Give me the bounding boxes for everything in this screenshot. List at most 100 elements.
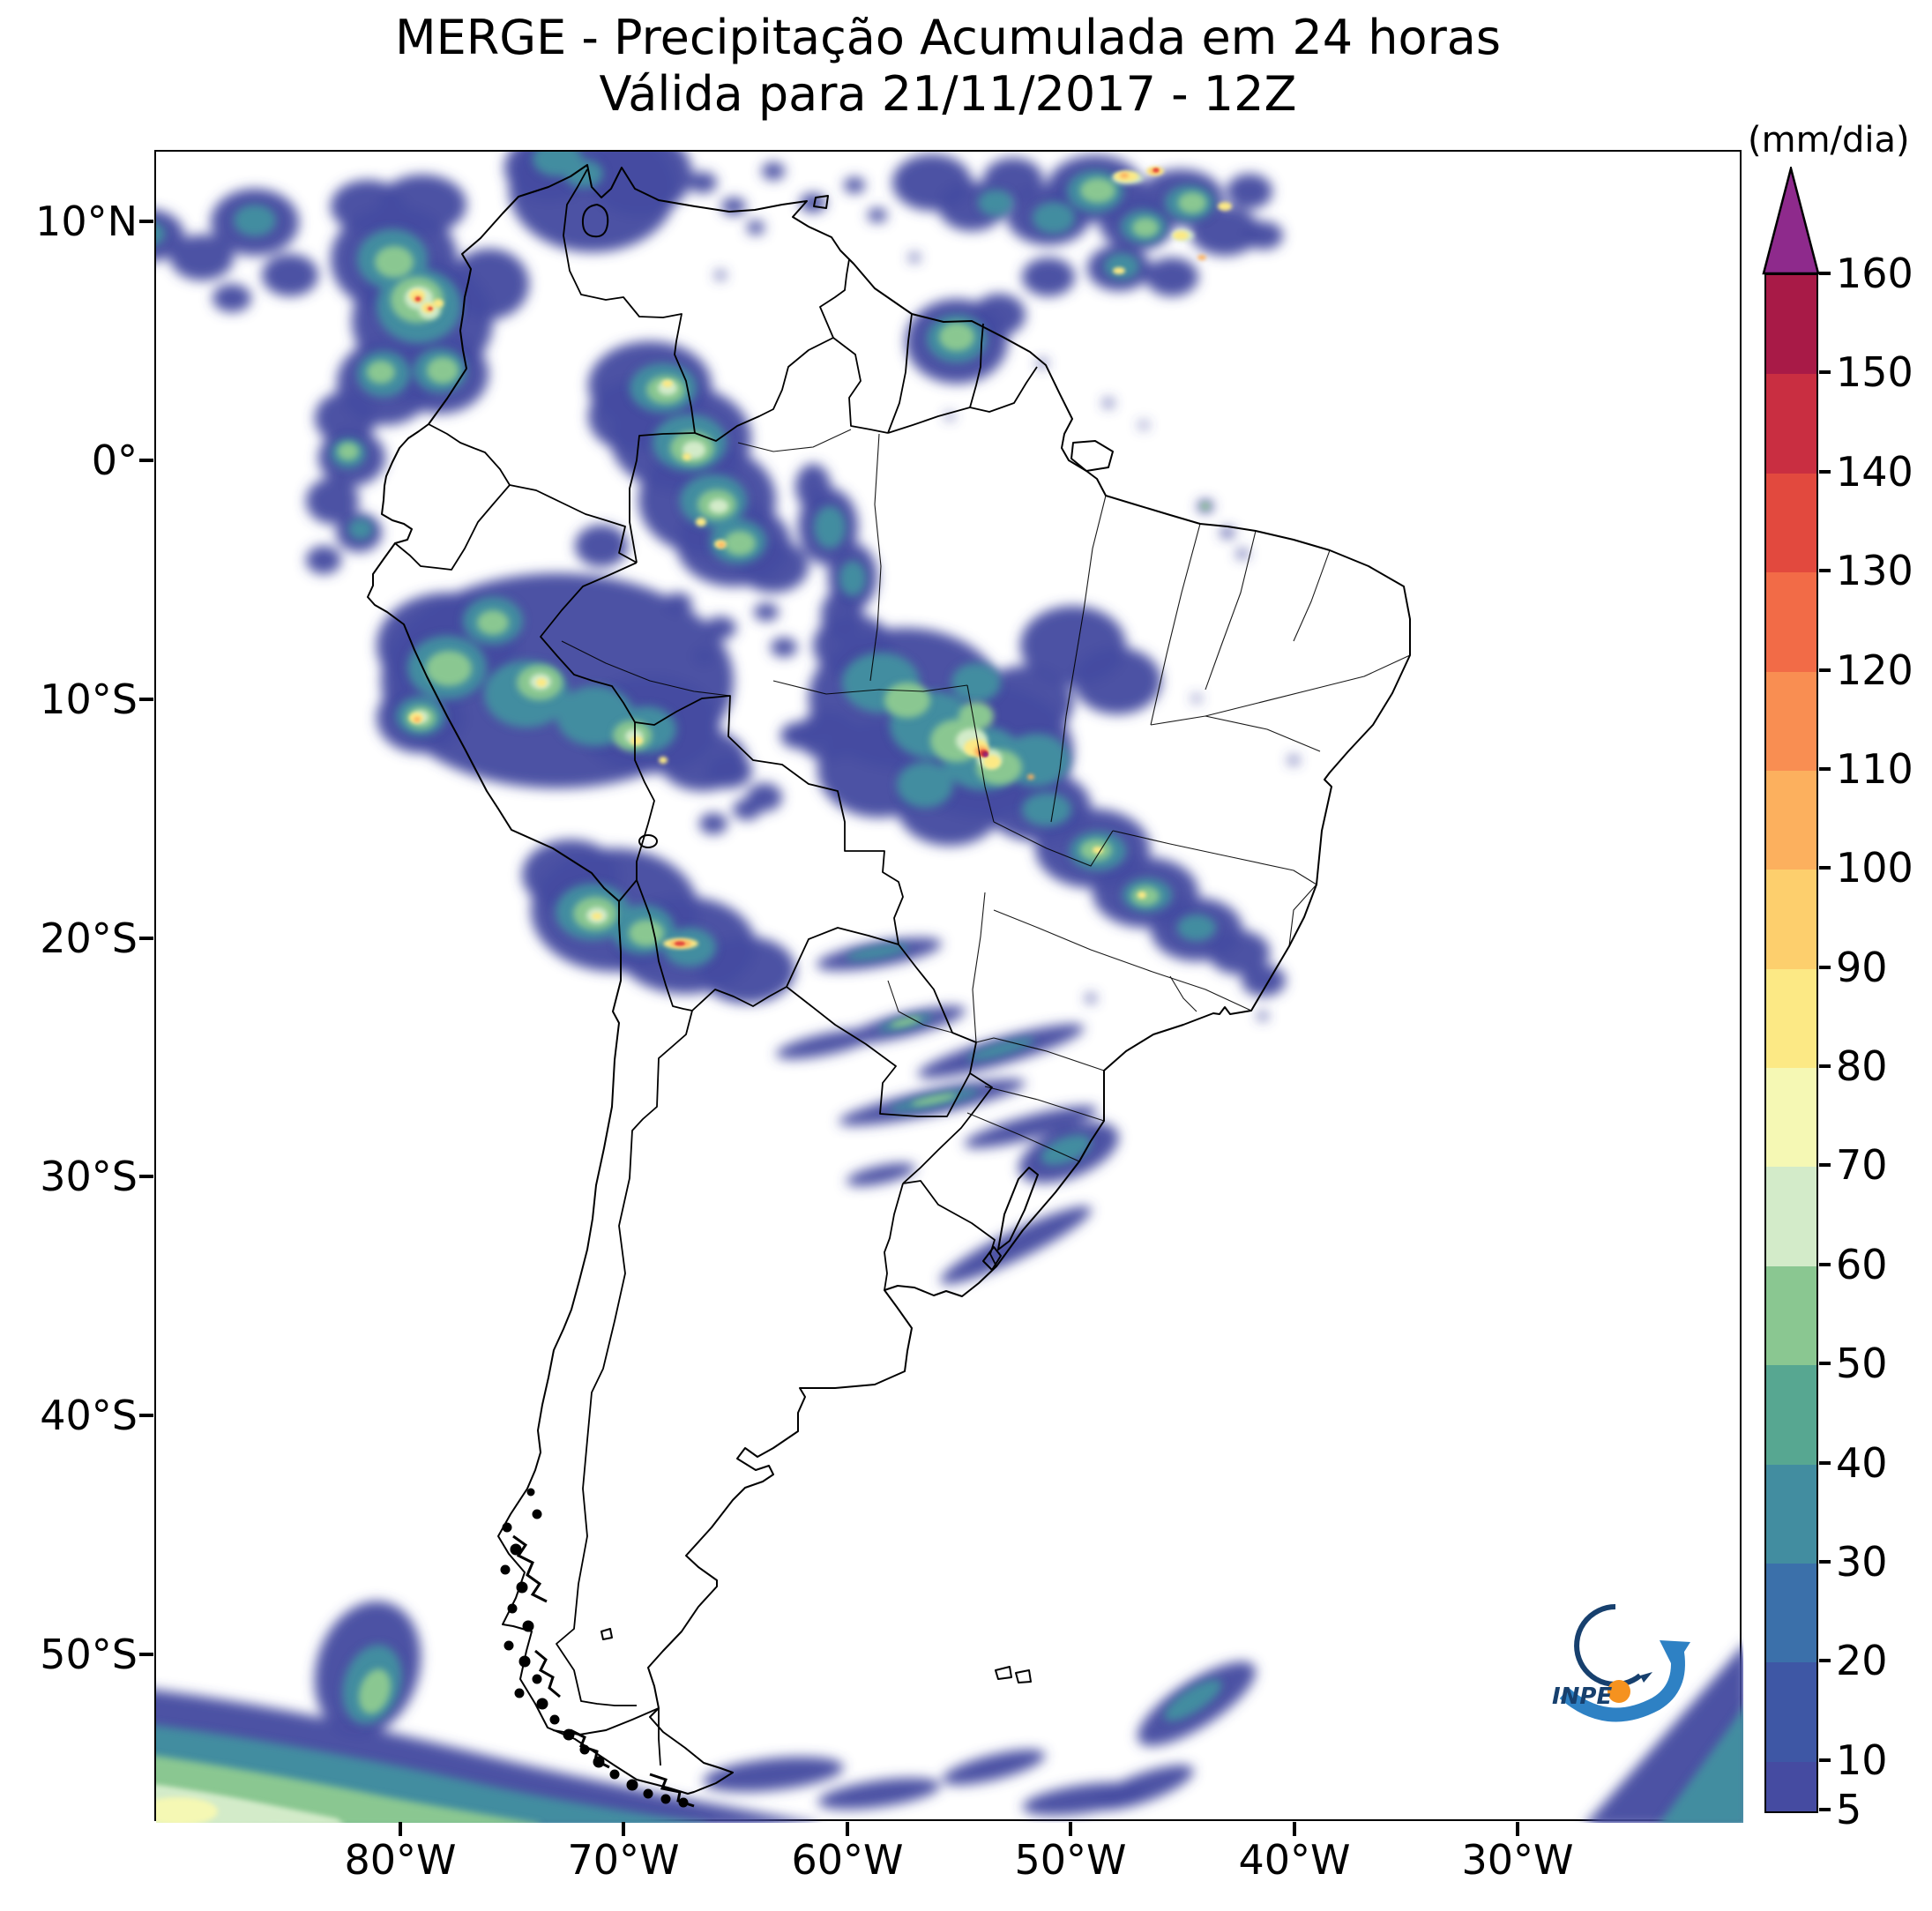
y-axis-tick-mark [139,220,153,223]
colorbar-tick-label: 160 [1836,250,1913,297]
y-axis-tick-label: 20°S [40,914,138,962]
colorbar-tick-mark [1819,469,1831,474]
y-axis-tick-label: 30°S [40,1153,138,1200]
inpe-logo-swirl [1574,1604,1642,1687]
colorbar-tick-mark [1819,1262,1831,1266]
colorbar-tick-label: 70 [1836,1141,1888,1190]
colorbar-segment-50-60 [1766,1265,1816,1366]
fjord-archipelago [500,1488,695,1808]
y-axis-tick-label: 10°S [40,676,138,723]
precipitation-overlay [156,152,1743,1823]
x-axis-tick-label: 50°W [1014,1836,1127,1884]
colorbar-tick-mark [1819,1758,1831,1762]
x-axis-tick-label: 60°W [791,1836,904,1884]
y-axis-tick-mark [139,459,153,462]
colorbar-tick-mark [1819,569,1831,573]
colorbar-segment-110-120 [1766,671,1816,771]
colorbar-tick-mark [1819,1064,1831,1069]
inpe-logo-arrowhead [1660,1640,1690,1668]
trinidad-island [813,195,829,209]
colorbar-segment-5-10 [1766,1761,1816,1811]
colorbar-segment-130-140 [1766,473,1816,573]
colorbar-tick-label: 100 [1836,844,1913,892]
x-axis-tick-mark [1069,1822,1072,1836]
y-axis-tick-mark [139,1175,153,1178]
chart-title: MERGE - Precipitação Acumulada em 24 hor… [395,10,1501,65]
south-america-coastline [367,164,1411,1795]
y-axis-tick-mark [139,1414,153,1417]
x-axis-tick-label: 30°W [1461,1836,1574,1884]
colorbar-tick-label: 40 [1836,1438,1888,1487]
inpe-logo-arrow [1559,1651,1685,1722]
colorbar-tick-label: 140 [1836,447,1913,496]
country-borders [394,168,1038,1766]
marajo-island [1070,440,1114,472]
colorbar-tick-mark [1819,370,1831,375]
x-axis-tick-label: 80°W [344,1836,457,1884]
y-axis-tick-label: 0° [91,437,138,484]
colorbar-tick-label: 80 [1836,1042,1888,1091]
inpe-logo-orange-dot [1608,1680,1630,1703]
colorbar-tick-mark [1819,866,1831,870]
colorbar-tick-mark [1819,1659,1831,1663]
x-axis-tick-label: 40°W [1238,1836,1351,1884]
lagoa-dos-patos [997,1167,1039,1250]
y-axis-tick-mark [139,698,153,701]
map-plot-area: INPE [154,150,1743,1823]
colorbar-segment-30-40 [1766,1464,1816,1564]
colorbar-tick-label: 50 [1836,1340,1888,1388]
precip-layer-paleyellow [156,1797,218,1823]
y-axis-tick-mark [139,937,153,940]
colorbar-segment-40-50 [1766,1365,1816,1465]
colorbar-tick-mark [1819,272,1831,275]
colorbar-segment-120-130 [1766,572,1816,672]
state-borders [561,429,1411,1162]
colorbar-segment-80-90 [1766,968,1816,1069]
inpe-logo-text: INPE [1552,1683,1612,1710]
colorbar-tick-label: 150 [1836,348,1913,397]
colorbar-unit-label: (mm/dia) [1748,120,1910,160]
colorbar-tick-mark [1819,668,1831,672]
colorbar-tick-label: 90 [1836,943,1888,991]
y-axis-tick-label: 40°S [40,1392,138,1439]
colorbar-segment-90-100 [1766,870,1816,969]
x-axis-tick-mark [622,1822,625,1836]
pacific-islands [600,1628,613,1640]
colorbar-tick-mark [1819,1460,1831,1465]
inpe-logo-swirl-arrowhead [1640,1672,1652,1683]
x-axis-tick-mark [1293,1822,1296,1836]
x-axis-tick-label: 70°W [567,1836,680,1884]
x-axis-tick-mark [846,1822,849,1836]
precip-layer-low [156,152,1743,1823]
lake-titicaca [638,834,658,848]
colorbar-tick-label: 5 [1836,1786,1862,1833]
coastlines [367,164,1411,1795]
chart-subtitle: Válida para 21/11/2017 - 12Z [599,66,1297,122]
colorbar-segment-10-20 [1766,1662,1816,1762]
y-axis-tick-label: 50°S [40,1631,138,1678]
colorbar-segment-140-150 [1766,374,1816,474]
x-axis-tick-mark [1516,1822,1519,1836]
lake-maracaibo [581,204,609,238]
map-svg: INPE [156,152,1743,1823]
colorbar-tick-mark [1819,965,1831,969]
colorbar-tick-label: 30 [1836,1538,1888,1586]
colorbar-tick-label: 130 [1836,547,1913,595]
colorbar-tick-mark [1819,1163,1831,1168]
colorbar-tick-label: 60 [1836,1240,1888,1288]
colorbar-tick-mark [1819,1808,1831,1811]
colorbar-over-arrow [1762,167,1820,275]
colorbar-tick-mark [1819,766,1831,771]
x-axis-tick-mark [399,1822,402,1836]
colorbar-segment-60-70 [1766,1167,1816,1266]
falkland-islands [995,1666,1032,1683]
inpe-logo: INPE [1552,1604,1690,1722]
colorbar-tick-label: 120 [1836,646,1913,694]
colorbar-segment-150-160 [1766,275,1816,375]
y-axis-tick-mark [139,1653,153,1656]
colorbar-tick-label: 110 [1836,744,1913,793]
colorbar-segment-20-30 [1766,1564,1816,1663]
colorbar-tick-label: 20 [1836,1637,1888,1685]
colorbar-tick-mark [1819,1362,1831,1366]
